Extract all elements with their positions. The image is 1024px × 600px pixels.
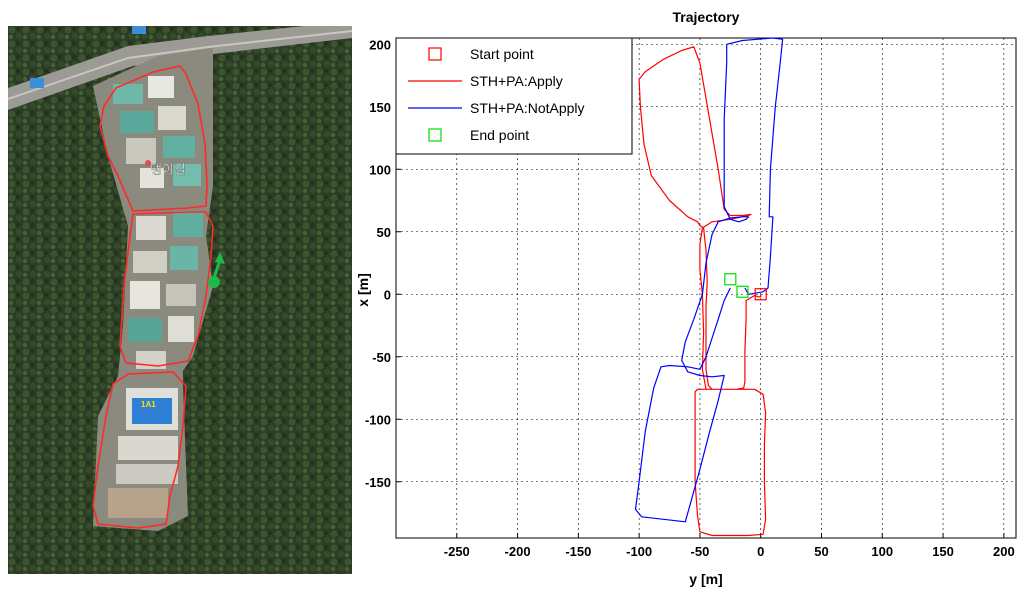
legend-entry: End point (428, 127, 529, 143)
x-tick-label: 100 (871, 544, 893, 559)
end-point-marker (736, 285, 749, 298)
marker-group (724, 273, 767, 301)
blue-roof-building (132, 398, 172, 424)
y-tick-label: -100 (365, 412, 391, 427)
y-tick-label: 200 (369, 37, 391, 52)
satellite-map: 댕이길 1A1 (8, 26, 352, 574)
series-group (634, 37, 784, 537)
place-label: 댕이길 (150, 162, 186, 177)
legend-marker-swatch (428, 47, 442, 61)
x-tick-label: 150 (932, 544, 954, 559)
legend-label: Start point (470, 46, 534, 62)
legend-label: STH+PA:NotApply (470, 100, 585, 116)
route-segment-north (99, 65, 208, 212)
chart-canvas: Trajectory -250 -200 -150 -100 -50 0 50 100 150 2… (355, 9, 1017, 587)
legend-marker-swatch (428, 128, 442, 142)
x-tick-label: -200 (505, 544, 531, 559)
x-tick-label: -250 (444, 544, 470, 559)
satellite-image: 댕이길 1A1 (8, 26, 352, 574)
direction-arrow-icon (215, 252, 225, 264)
end-point-marker (724, 273, 737, 286)
y-tick-label: 150 (369, 100, 391, 115)
x-tick-label: 0 (757, 544, 764, 559)
x-tick-label: 50 (814, 544, 828, 559)
grid (396, 38, 1016, 538)
legend-label: STH+PA:Apply (470, 73, 563, 89)
trajectory-chart: Trajectory -250 -200 -150 -100 -50 0 50 100 150 2… (355, 0, 1024, 595)
legend-entry: Start point (428, 46, 534, 62)
x-tick-label: -50 (691, 544, 710, 559)
place-pin-icon (145, 160, 151, 166)
series-line-notapply (634, 37, 784, 523)
route-segment-south (92, 371, 187, 529)
y-tick-label: -150 (365, 475, 391, 490)
tick-labels: -250 -200 -150 -100 -50 0 50 100 150 200 -150 -100 -… (365, 37, 1015, 559)
y-tick-label: 100 (369, 162, 391, 177)
x-tick-label: -100 (626, 544, 652, 559)
chart-title: Trajectory (673, 9, 740, 25)
current-position-marker (208, 276, 220, 288)
x-axis-label: y [m] (689, 571, 722, 587)
legend-label: End point (470, 127, 529, 143)
building-label: 1A1 (141, 400, 156, 409)
y-tick-label: -50 (372, 350, 391, 365)
y-tick-label: 0 (384, 287, 391, 302)
legend-entry: STH+PA:Apply (408, 73, 563, 89)
x-tick-label: -150 (565, 544, 591, 559)
legend-entry: STH+PA:NotApply (408, 100, 585, 116)
buildings (30, 26, 203, 518)
legend-box (395, 37, 633, 155)
legend: Start point STH+PA:Apply STH+PA:NotApply En… (395, 37, 633, 155)
y-axis-label: x [m] (356, 273, 371, 306)
y-tick-label: 50 (377, 225, 391, 240)
route-segment-middle (119, 211, 214, 367)
series-line-apply (638, 46, 767, 537)
x-tick-label: 200 (993, 544, 1015, 559)
start-point-marker (754, 288, 767, 301)
road (8, 26, 352, 110)
